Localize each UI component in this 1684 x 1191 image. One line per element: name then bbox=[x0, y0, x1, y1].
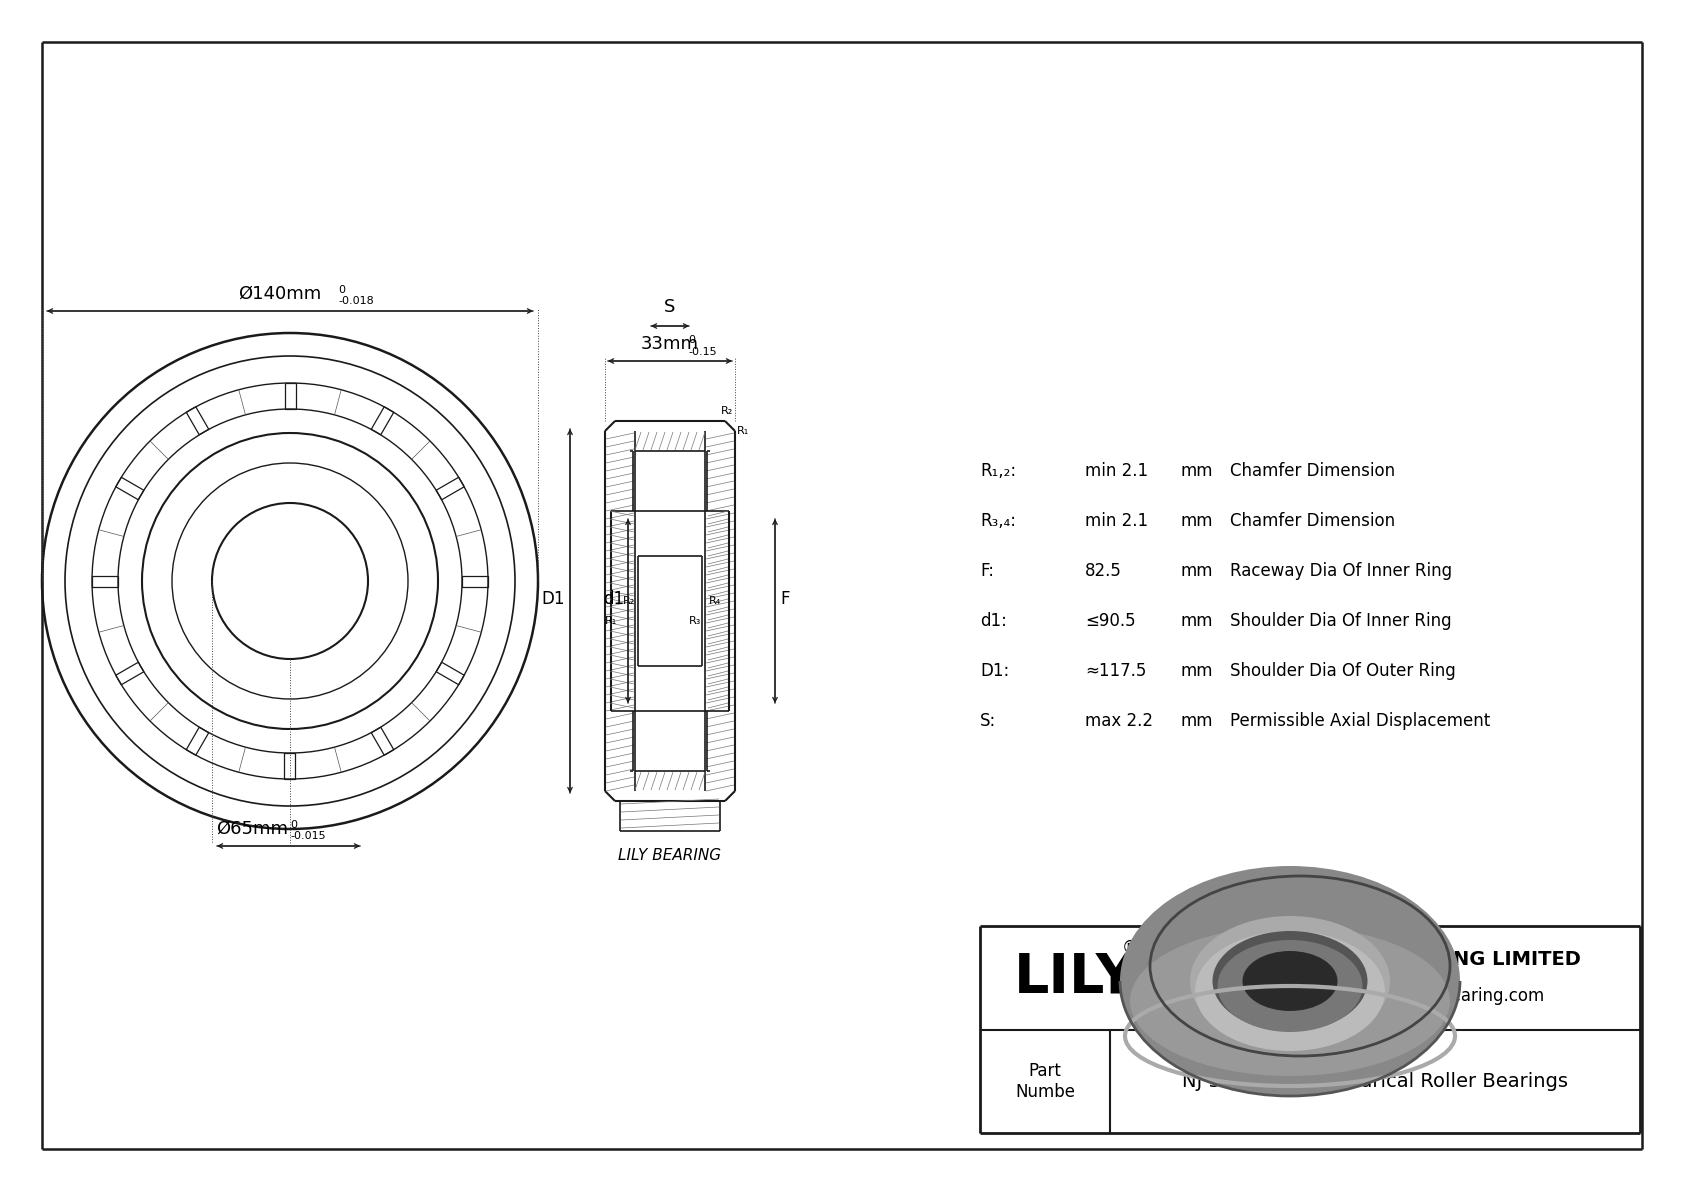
Text: mm: mm bbox=[1180, 712, 1212, 730]
Text: Email: lilybearing@lily-bearing.com: Email: lilybearing@lily-bearing.com bbox=[1251, 987, 1544, 1005]
Text: max 2.2: max 2.2 bbox=[1084, 712, 1154, 730]
Text: Raceway Dia Of Inner Ring: Raceway Dia Of Inner Ring bbox=[1229, 562, 1452, 580]
Text: mm: mm bbox=[1180, 612, 1212, 630]
Text: R₃: R₃ bbox=[689, 616, 701, 626]
Text: min 2.1: min 2.1 bbox=[1084, 512, 1148, 530]
Ellipse shape bbox=[1196, 931, 1384, 1050]
Bar bbox=[285, 753, 295, 779]
Text: F:: F: bbox=[980, 562, 994, 580]
Text: Shoulder Dia Of Outer Ring: Shoulder Dia Of Outer Ring bbox=[1229, 662, 1455, 680]
Text: D1:: D1: bbox=[980, 662, 1009, 680]
Bar bbox=[436, 662, 465, 685]
Text: mm: mm bbox=[1180, 562, 1212, 580]
Text: 0: 0 bbox=[689, 335, 695, 345]
Ellipse shape bbox=[1191, 916, 1389, 1046]
Bar bbox=[116, 662, 143, 685]
Text: ≤90.5: ≤90.5 bbox=[1084, 612, 1135, 630]
Text: R₁: R₁ bbox=[738, 426, 749, 436]
Text: S: S bbox=[663, 298, 675, 316]
Text: ®: ® bbox=[1122, 939, 1138, 956]
Text: D1: D1 bbox=[542, 590, 566, 607]
Bar bbox=[116, 478, 143, 500]
Text: R₁,₂:: R₁,₂: bbox=[980, 462, 1015, 480]
Text: NJ 313 ECML Cylindrical Roller Bearings: NJ 313 ECML Cylindrical Roller Bearings bbox=[1182, 1072, 1568, 1091]
Text: Shoulder Dia Of Inner Ring: Shoulder Dia Of Inner Ring bbox=[1229, 612, 1452, 630]
Text: mm: mm bbox=[1180, 662, 1212, 680]
Bar bbox=[370, 407, 394, 435]
Text: 0: 0 bbox=[338, 285, 345, 295]
Text: 33mm: 33mm bbox=[642, 335, 699, 353]
Ellipse shape bbox=[1218, 940, 1362, 1031]
Text: R₂: R₂ bbox=[721, 406, 733, 416]
Text: mm: mm bbox=[1180, 512, 1212, 530]
Text: F: F bbox=[780, 590, 790, 607]
Text: Chamfer Dimension: Chamfer Dimension bbox=[1229, 462, 1394, 480]
Text: LILY BEARING: LILY BEARING bbox=[618, 848, 721, 863]
Text: -0.018: -0.018 bbox=[338, 297, 374, 306]
Text: min 2.1: min 2.1 bbox=[1084, 462, 1148, 480]
Text: Ø140mm: Ø140mm bbox=[239, 285, 322, 303]
Text: S:: S: bbox=[980, 712, 997, 730]
Bar bbox=[187, 728, 209, 755]
Text: R₄: R₄ bbox=[709, 596, 721, 606]
Text: -0.15: -0.15 bbox=[689, 347, 717, 357]
Text: mm: mm bbox=[1180, 462, 1212, 480]
Text: R₁: R₁ bbox=[605, 616, 618, 626]
Text: 82.5: 82.5 bbox=[1084, 562, 1122, 580]
Text: -0.015: -0.015 bbox=[290, 831, 325, 841]
Text: d1:: d1: bbox=[980, 612, 1007, 630]
Text: 0: 0 bbox=[290, 819, 296, 830]
Bar bbox=[436, 478, 465, 500]
Text: Ø65mm: Ø65mm bbox=[216, 819, 288, 838]
Text: ≈117.5: ≈117.5 bbox=[1084, 662, 1147, 680]
Text: Part
Numbe: Part Numbe bbox=[1015, 1062, 1074, 1100]
Text: Permissible Axial Displacement: Permissible Axial Displacement bbox=[1229, 712, 1490, 730]
Text: d1: d1 bbox=[603, 590, 625, 607]
Text: R₃,₄:: R₃,₄: bbox=[980, 512, 1015, 530]
Ellipse shape bbox=[1212, 931, 1367, 1031]
Ellipse shape bbox=[1130, 925, 1450, 1075]
Ellipse shape bbox=[1120, 866, 1460, 1096]
Bar bbox=[187, 407, 209, 435]
Bar bbox=[370, 728, 394, 755]
Ellipse shape bbox=[1243, 950, 1337, 1011]
Text: R₂: R₂ bbox=[623, 596, 635, 606]
Text: SHANGHAI LILY BEARING LIMITED: SHANGHAI LILY BEARING LIMITED bbox=[1214, 950, 1581, 969]
Bar bbox=[285, 384, 295, 409]
Text: LILY: LILY bbox=[1014, 950, 1137, 1005]
Bar bbox=[461, 575, 488, 586]
Text: Chamfer Dimension: Chamfer Dimension bbox=[1229, 512, 1394, 530]
Bar bbox=[93, 575, 118, 586]
